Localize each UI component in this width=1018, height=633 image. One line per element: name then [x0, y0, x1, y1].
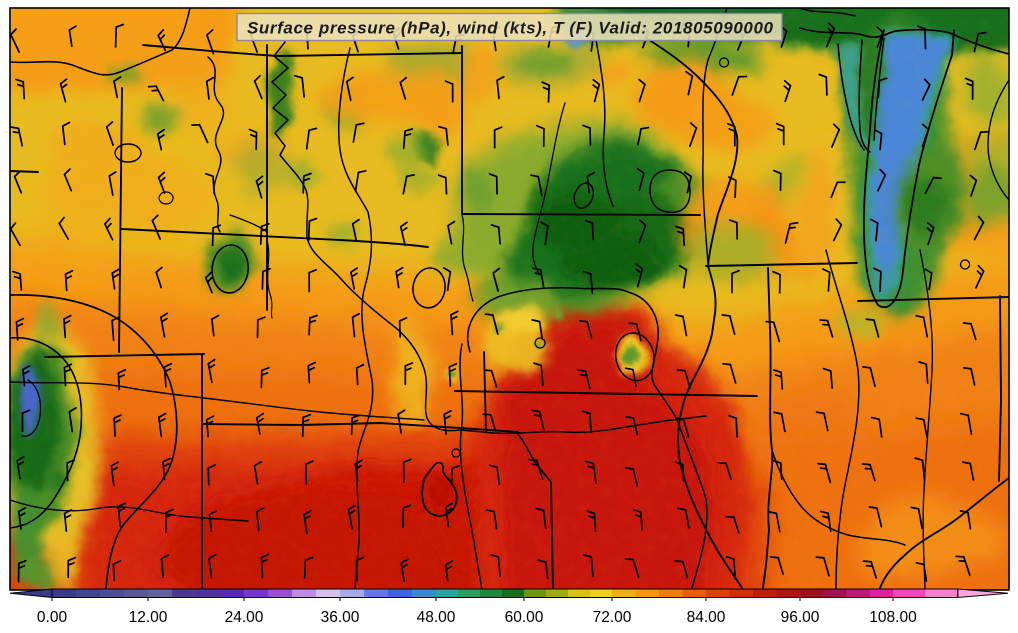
- svg-text:36.00: 36.00: [321, 609, 360, 626]
- svg-text:72.00: 72.00: [593, 609, 632, 626]
- svg-text:48.00: 48.00: [417, 609, 456, 626]
- svg-text:84.00: 84.00: [687, 609, 726, 626]
- svg-text:96.00: 96.00: [781, 609, 820, 626]
- svg-text:108.00: 108.00: [869, 609, 917, 626]
- svg-text:12.00: 12.00: [129, 609, 168, 626]
- svg-text:24.00: 24.00: [225, 609, 264, 626]
- svg-text:60.00: 60.00: [505, 609, 544, 626]
- svg-text:0.00: 0.00: [37, 609, 68, 626]
- svg-text:Surface pressure (hPa), wind (: Surface pressure (hPa), wind (kts), T (F…: [247, 19, 774, 38]
